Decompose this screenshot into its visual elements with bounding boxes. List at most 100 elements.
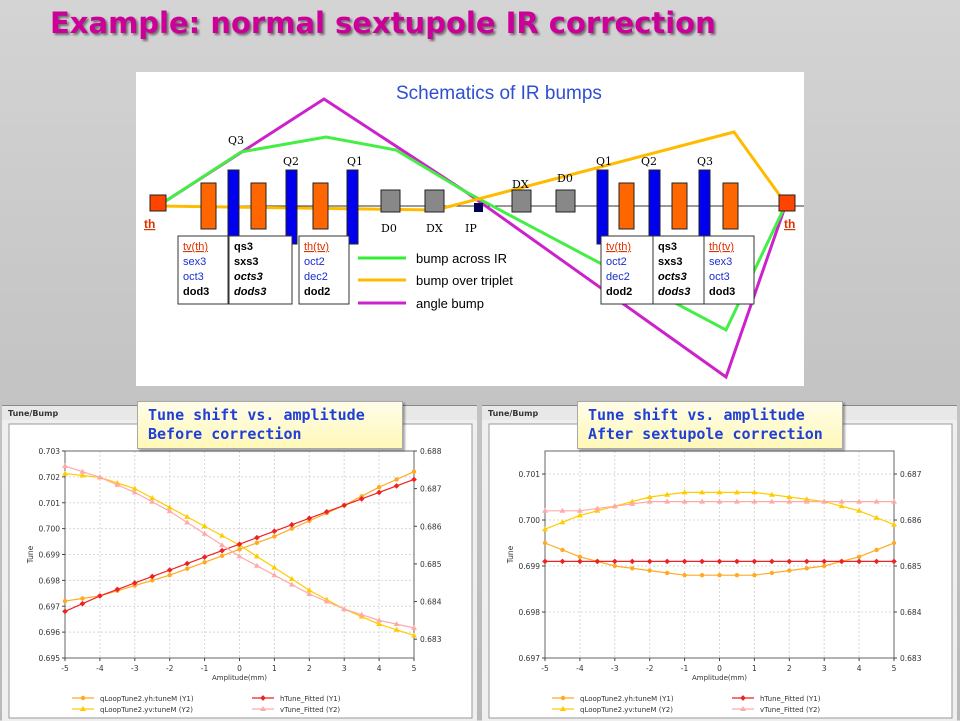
x-tick-label: -3 — [131, 664, 139, 673]
data-point — [114, 481, 121, 487]
data-point — [699, 489, 706, 495]
data-point — [166, 567, 173, 573]
data-point — [647, 568, 652, 573]
data-point — [856, 558, 862, 565]
x-tick-label: -2 — [646, 664, 654, 673]
data-point — [219, 532, 226, 538]
data-point — [394, 477, 399, 482]
x-tick-label: 3 — [822, 664, 827, 673]
corrector-label-text: dods3 — [234, 286, 266, 298]
schematic-legend: bump across IR bump over triplet angle b… — [358, 251, 513, 311]
y2-tick-label: 0.688 — [420, 447, 442, 456]
x-axis-label: Amplitude(mm) — [212, 674, 267, 682]
window-title: Tune/Bump — [8, 409, 58, 418]
dipole-dx-left — [424, 189, 445, 213]
data-point — [740, 706, 746, 711]
data-point — [288, 575, 295, 581]
corrector-label-text: qs3 — [658, 241, 677, 253]
data-point — [646, 494, 653, 499]
data-point — [96, 474, 103, 480]
x-tick-label: 0 — [717, 664, 722, 673]
dipole-label: D0 — [381, 222, 397, 235]
data-point — [149, 573, 156, 580]
data-point — [79, 468, 86, 474]
corrector-label-left: th — [144, 217, 155, 231]
data-point — [376, 621, 383, 627]
x-tick-label: -3 — [611, 664, 619, 673]
data-point — [856, 498, 863, 504]
y2-tick-label: 0.684 — [900, 608, 922, 617]
data-point — [699, 573, 705, 578]
data-point — [306, 591, 313, 597]
data-point — [891, 558, 897, 565]
y-tick-label: 0.696 — [39, 628, 61, 637]
data-point — [542, 540, 548, 546]
legend-label: hTune_Fitted (Y1) — [280, 695, 341, 703]
ip-label: IP — [465, 222, 477, 235]
data-point — [149, 498, 156, 504]
data-point — [768, 491, 775, 497]
tune-plot-after: Tune/Bump -5 -4 -3 -2 -1 0 1 2 3 4 5 0.697 0.698 0.699… — [482, 406, 957, 719]
data-point — [79, 472, 86, 478]
data-point — [184, 560, 190, 567]
legend-label: qLoopTune2.yv:tuneM (Y2) — [580, 706, 673, 714]
slide-title: Example: normal sextupole IR correction — [50, 6, 716, 40]
corrector-magnet — [671, 182, 688, 230]
data-point — [80, 706, 86, 711]
corrector-label-box — [177, 235, 229, 305]
data-point — [131, 580, 138, 586]
data-point — [393, 621, 400, 627]
data-point — [682, 573, 687, 578]
corrector-label-text: dec2 — [606, 271, 630, 283]
data-point — [630, 566, 635, 571]
data-point — [254, 534, 260, 541]
legend-label: qLoopTune2.yh:tuneM (Y1) — [100, 695, 194, 703]
corrector-magnet — [722, 182, 739, 230]
data-point — [288, 581, 295, 587]
data-point — [184, 566, 190, 571]
legend-label: vTune_Fitted (Y2) — [280, 706, 340, 714]
y-tick-label: 0.701 — [519, 470, 541, 479]
quad-q1-left — [346, 169, 359, 245]
data-point — [768, 498, 775, 504]
data-point — [271, 572, 278, 578]
data-point — [80, 695, 86, 701]
callout-line: Tune shift vs. amplitude — [588, 406, 805, 424]
data-point — [629, 500, 636, 506]
data-point — [271, 564, 278, 570]
data-point — [787, 568, 792, 573]
corrector-label-text: sxs3 — [234, 256, 258, 268]
data-point — [236, 541, 243, 547]
legend-label: bump across IR — [416, 251, 507, 266]
x-tick-label: -4 — [96, 664, 104, 673]
data-point — [752, 573, 757, 578]
data-point — [681, 489, 688, 495]
dipole-label: DX — [426, 222, 443, 235]
corrector-label-box — [703, 235, 755, 305]
data-point — [769, 570, 775, 576]
y2-tick-label: 0.684 — [420, 598, 442, 607]
window-title: Tune/Bump — [488, 409, 538, 418]
data-point — [838, 503, 845, 509]
data-point — [272, 534, 277, 539]
y2-tick-label: 0.685 — [900, 562, 922, 571]
y-axis-label: Tune — [506, 545, 515, 564]
quad-q2-right — [648, 169, 661, 245]
callout-after-correction: Tune shift vs. amplitude After sextupole… — [577, 401, 843, 449]
data-point — [560, 706, 566, 711]
corrector-magnet — [618, 182, 635, 230]
data-point — [253, 562, 260, 568]
data-point — [646, 498, 653, 504]
data-point — [358, 611, 365, 617]
data-point — [751, 498, 758, 504]
data-point — [786, 558, 793, 565]
schematic-title: Schematics of IR bumps — [396, 83, 602, 104]
corrector-label-text: sxs3 — [658, 256, 682, 268]
corrector-label-text: dod2 — [304, 286, 330, 298]
data-point — [97, 593, 103, 599]
legend-label: qLoopTune2.yv:tuneM (Y2) — [100, 706, 193, 714]
data-point — [254, 540, 260, 546]
tune-plot-window-after: Tune/Bump -5 -4 -3 -2 -1 0 1 2 3 4 5 0.697 0.698 0.699… — [482, 405, 957, 721]
y-tick-label: 0.698 — [519, 608, 541, 617]
dipole-label: D0 — [557, 172, 573, 185]
